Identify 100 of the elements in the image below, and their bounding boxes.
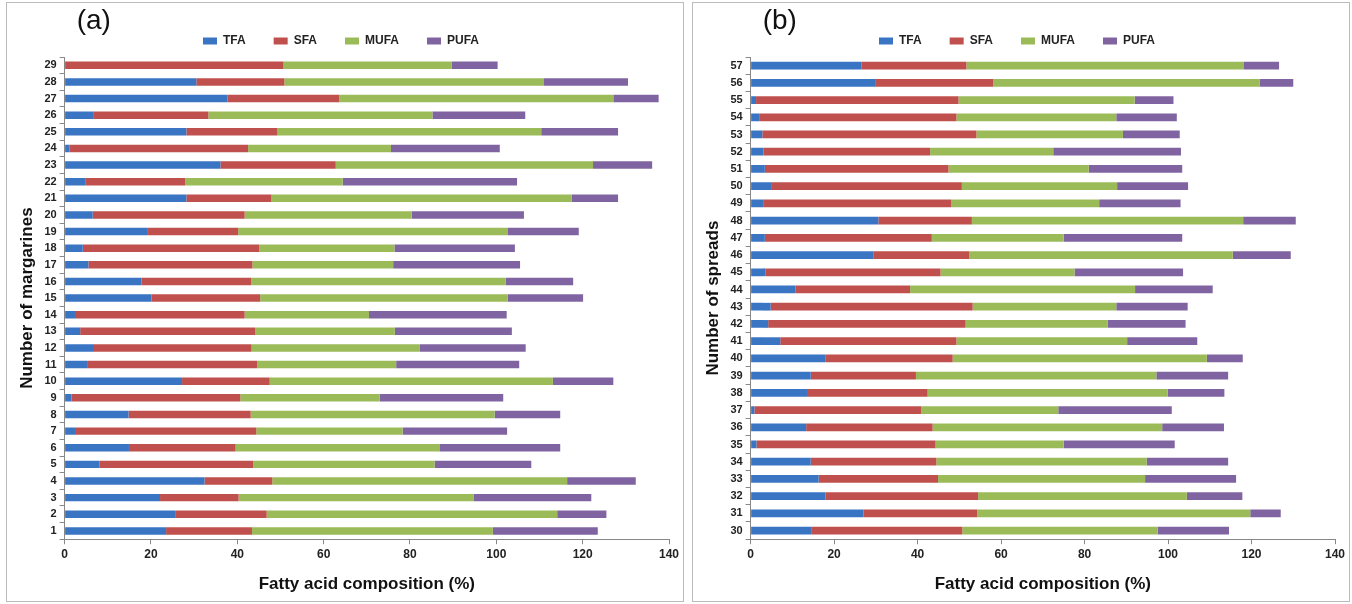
legend-label: TFA [223, 33, 246, 48]
y-tick-label: 19 [44, 224, 57, 237]
bar [952, 354, 1207, 363]
y-tick-label: 39 [730, 368, 743, 381]
bar [277, 128, 542, 136]
y-tick-label: 1 [50, 523, 57, 536]
bar [283, 61, 452, 70]
bar [505, 277, 574, 286]
bar [394, 244, 515, 252]
y-tick-label: 31 [730, 506, 743, 519]
y-tick-label: 35 [730, 437, 743, 450]
bar [751, 268, 766, 277]
y-tick-label: 9 [50, 390, 57, 403]
bar [251, 344, 420, 352]
bar [938, 475, 1146, 483]
bar [284, 78, 544, 86]
bar [1157, 526, 1229, 535]
bar [962, 526, 1158, 535]
bar [259, 244, 395, 252]
bar [65, 61, 284, 70]
bar [756, 96, 959, 104]
bar [976, 130, 1123, 139]
bar [921, 406, 1059, 414]
bar [255, 327, 395, 336]
x-tick-label: 100 [486, 546, 507, 561]
y-tick-label: 33 [730, 471, 743, 484]
bar [65, 510, 176, 518]
bar [65, 161, 221, 169]
bar [1074, 268, 1184, 277]
bar [935, 440, 1064, 449]
bar [65, 493, 161, 502]
y-tick-label: 48 [730, 213, 743, 226]
bar [208, 111, 433, 119]
bar [65, 211, 93, 219]
bar [65, 78, 197, 86]
y-tick-label: 7 [50, 424, 57, 437]
bar [128, 444, 236, 452]
bar [1063, 440, 1175, 449]
bar [751, 509, 864, 518]
bar [878, 216, 972, 225]
bar [765, 268, 941, 277]
legend-label: PUFA [447, 33, 480, 48]
bar [339, 94, 614, 103]
bar [762, 130, 977, 139]
x-axis-title: Fatty acid composition (%) [258, 574, 475, 594]
bar [825, 492, 979, 501]
x-axis-title: Fatty acid composition (%) [934, 574, 1151, 594]
bar [557, 510, 607, 518]
bar [931, 233, 1064, 242]
y-tick-label: 52 [730, 144, 743, 157]
x-tick-label: 20 [144, 546, 158, 561]
bar [65, 344, 94, 352]
y-tick-label: 49 [730, 196, 743, 209]
bar [927, 388, 1168, 397]
y-tick-label: 15 [44, 291, 57, 304]
y-tick-label: 44 [730, 282, 744, 295]
bar [770, 302, 973, 311]
bar [1088, 165, 1183, 173]
bar [69, 144, 249, 153]
bar [910, 285, 1136, 294]
bar [451, 61, 498, 70]
bar [244, 310, 369, 319]
bar [780, 337, 957, 346]
y-axis-title: Number of spreads [702, 220, 722, 376]
y-tick-label: 23 [44, 158, 57, 171]
y-tick-label: 6 [50, 440, 57, 453]
y-tick-label: 20 [44, 207, 57, 220]
bar [1146, 457, 1229, 466]
y-tick-label: 11 [44, 357, 57, 370]
bar [65, 410, 129, 419]
bar [751, 371, 811, 380]
bar [863, 509, 978, 518]
bar [806, 388, 928, 397]
y-tick-label: 22 [44, 174, 57, 187]
bar [65, 194, 187, 203]
bar [82, 244, 260, 252]
bar [166, 527, 252, 535]
x-tick-label: 60 [316, 546, 331, 561]
bar [806, 423, 933, 432]
bar [759, 113, 957, 122]
bar [1116, 113, 1177, 122]
bar [235, 444, 440, 452]
y-tick-label: 38 [730, 385, 743, 398]
y-tick-label: 21 [44, 191, 57, 204]
bar [253, 460, 435, 469]
bar [379, 394, 504, 402]
bar [764, 165, 949, 173]
bar [751, 457, 811, 466]
x-tick-label: 0 [747, 546, 755, 561]
bar [65, 294, 152, 302]
bar [552, 377, 614, 385]
bar [751, 492, 826, 501]
bar [751, 302, 771, 311]
bar [1250, 509, 1281, 518]
bar [65, 460, 100, 469]
bar [1145, 475, 1237, 483]
y-tick-label: 12 [44, 341, 57, 354]
bar [1107, 320, 1186, 328]
bar [1122, 130, 1180, 139]
legend-label: PUFA [1123, 33, 1156, 48]
